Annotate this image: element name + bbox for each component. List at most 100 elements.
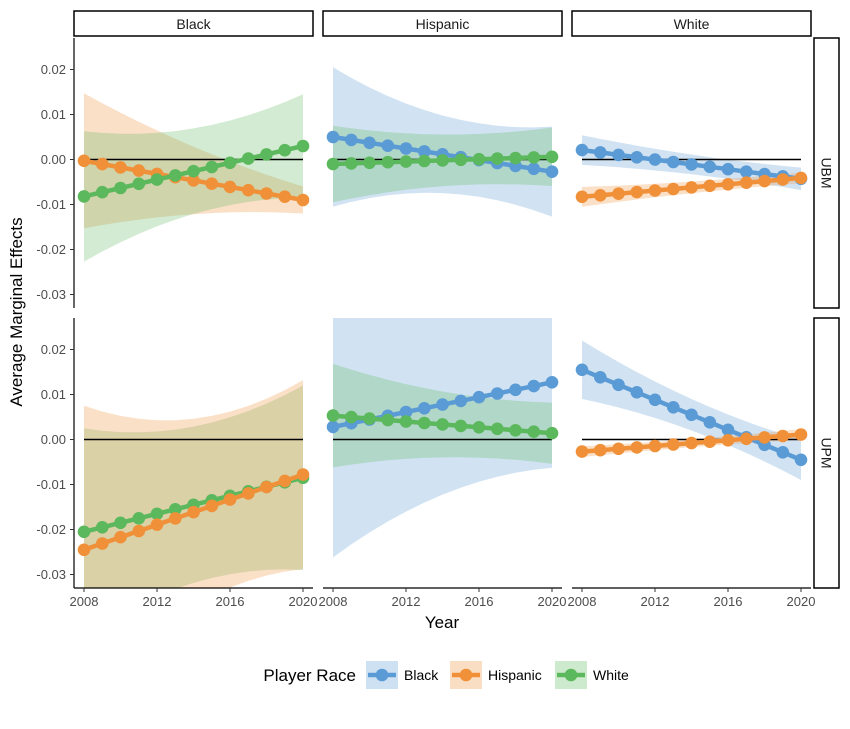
legend-item-black: Black [366, 661, 439, 689]
data-point-white [454, 153, 468, 167]
panels [73, 38, 811, 589]
data-point-hispanic [685, 181, 698, 194]
column-strip-hispanic: Hispanic [322, 10, 563, 37]
data-point-black [594, 146, 607, 159]
row-strip-label: UBM [819, 157, 835, 188]
data-point-black [667, 155, 680, 169]
y-tick-label: -0.03 [36, 287, 66, 302]
data-point-hispanic [296, 193, 310, 207]
data-point-black [436, 398, 449, 411]
panel-hispanic-upm [323, 318, 562, 589]
data-point-black [418, 402, 431, 415]
column-strip-black: Black [73, 10, 314, 37]
data-point-hispanic [169, 512, 182, 525]
data-point-white [169, 503, 182, 516]
data-point-hispanic [776, 173, 790, 186]
data-point-black [685, 408, 698, 422]
data-point-hispanic [77, 543, 91, 557]
data-point-black [721, 162, 735, 176]
data-point-black [721, 423, 735, 437]
data-point-white [242, 152, 255, 165]
legend-key-point [564, 668, 578, 682]
data-point-black [399, 142, 413, 155]
data-point-hispanic [703, 179, 717, 193]
data-point-black [594, 371, 607, 384]
data-point-hispanic [703, 435, 717, 449]
data-point-white [418, 154, 431, 168]
data-point-white [132, 177, 146, 191]
data-point-white [491, 152, 504, 165]
x-tick-label: 2016 [714, 594, 743, 609]
data-point-white [418, 416, 431, 430]
data-point-white [150, 507, 164, 521]
data-point-black [545, 165, 559, 178]
data-point-white [114, 516, 127, 530]
data-point-white [381, 413, 395, 427]
data-point-white [345, 410, 358, 424]
data-point-hispanic [758, 174, 771, 188]
data-point-hispanic [132, 524, 146, 538]
data-point-black [418, 145, 431, 158]
data-point-hispanic [667, 438, 680, 451]
legend: Player Race Black Hispanic White [263, 661, 629, 689]
data-point-white [363, 156, 376, 170]
data-point-white [278, 143, 292, 157]
column-strip-label: Black [176, 16, 211, 32]
data-point-black [575, 143, 589, 157]
data-point-black [472, 390, 486, 404]
x-tick-label: 2020 [538, 594, 567, 609]
data-point-hispanic [260, 187, 273, 200]
data-point-hispanic [648, 184, 662, 197]
legend-label: Black [404, 667, 439, 683]
data-point-hispanic [205, 177, 219, 190]
data-point-hispanic [648, 439, 662, 453]
x-axis-ticks: 2008 2012 2016 2020 2008 2012 2016 2020 2008 2012… [70, 588, 815, 609]
data-point-white [96, 185, 109, 199]
data-point-black [612, 148, 625, 162]
legend-key-point [375, 668, 389, 682]
data-point-hispanic [223, 180, 237, 194]
y-tick-label: -0.03 [36, 567, 66, 582]
column-strip-label: White [674, 16, 710, 32]
data-point-hispanic [205, 499, 219, 513]
data-point-white [169, 169, 182, 182]
row-strip-label: UPM [819, 437, 835, 468]
x-tick-label: 2012 [641, 594, 670, 609]
data-point-black [527, 379, 541, 393]
legend-label: White [593, 667, 629, 683]
y-tick-label: -0.01 [36, 197, 66, 212]
data-point-white [509, 424, 522, 437]
data-point-black [648, 153, 662, 166]
data-point-hispanic [794, 171, 808, 185]
panel-hispanic-ubm [326, 67, 559, 217]
data-point-white [399, 155, 413, 168]
column-strip-label: Hispanic [416, 16, 470, 32]
data-point-hispanic [575, 445, 589, 458]
data-point-black [685, 158, 698, 171]
y-tick-label: -0.01 [36, 477, 66, 492]
row-strip-upm: UPM [813, 317, 840, 589]
data-point-hispanic [740, 432, 753, 446]
data-point-hispanic [242, 487, 255, 500]
y-tick-label: 0.00 [41, 432, 66, 447]
data-point-hispanic [114, 530, 127, 544]
y-tick-label: 0.01 [41, 387, 66, 402]
data-point-white [96, 521, 109, 534]
data-point-black [326, 420, 340, 434]
data-point-hispanic [740, 176, 753, 189]
data-point-black [648, 393, 662, 407]
data-point-hispanic [223, 493, 237, 506]
data-point-white [326, 157, 340, 171]
data-point-hispanic [187, 174, 200, 187]
row-strip-ubm: UBM [813, 37, 840, 309]
y-axis-ticks: -0.03 -0.02 -0.01 0.00 0.01 0.02 -0.03 -0.02 -0.… [36, 62, 74, 582]
facet-strips: Black Hispanic White UBM UPM [73, 10, 840, 589]
data-point-white [296, 139, 310, 153]
data-point-black [794, 453, 808, 467]
data-point-hispanic [150, 518, 164, 531]
data-point-hispanic [278, 474, 292, 488]
data-point-hispanic [630, 185, 644, 199]
legend-label: Hispanic [488, 667, 542, 683]
data-point-hispanic [132, 164, 146, 177]
